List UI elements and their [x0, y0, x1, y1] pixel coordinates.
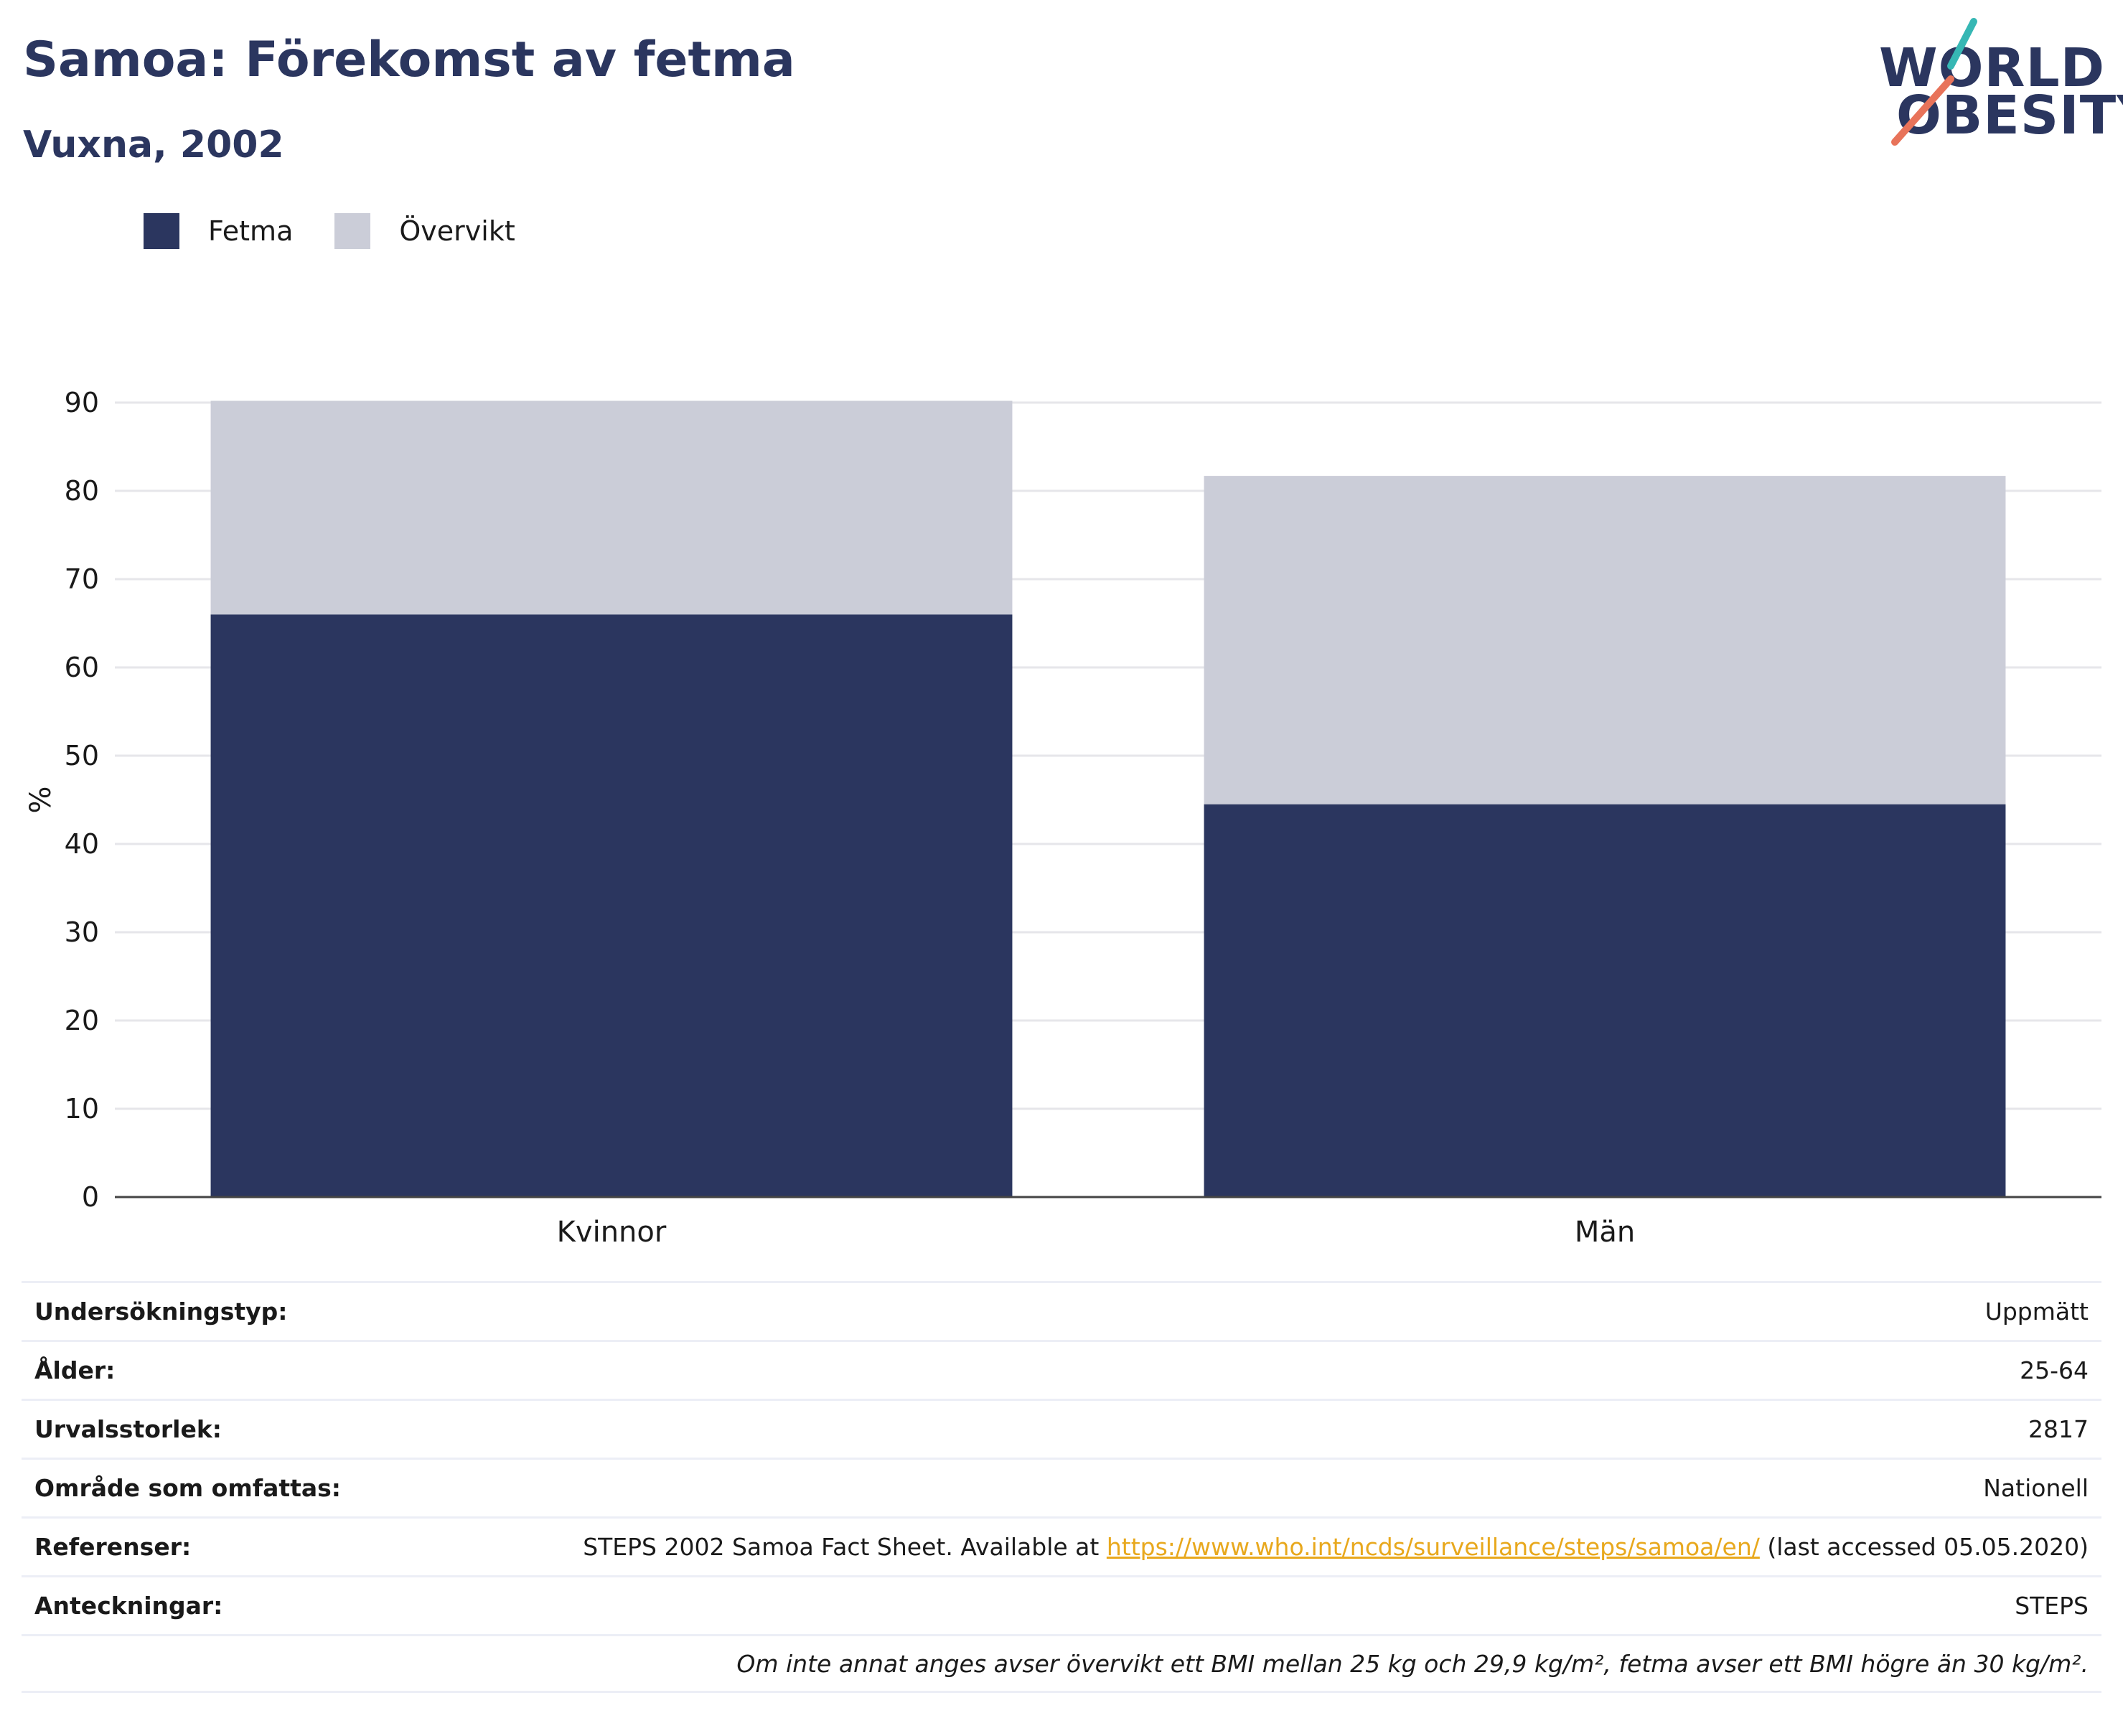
legend-swatch-fetma: [144, 213, 179, 249]
info-row-area: Område som omfattas: Nationell: [22, 1458, 2101, 1516]
info-row-references: Referenser: STEPS 2002 Samoa Fact Sheet.…: [22, 1516, 2101, 1575]
info-key: Anteckningar:: [34, 1592, 223, 1620]
stacked-bar-chart: 0 10 20 30 40 50 60 70 80 90% Kvinnor Män: [24, 387, 2101, 1249]
info-value: Nationell: [1983, 1474, 2089, 1502]
info-value: 2817: [2028, 1415, 2089, 1443]
info-row-footnote: Om inte annat anges avser övervikt ett B…: [22, 1634, 2101, 1693]
y-axis-label: %: [24, 786, 57, 813]
bar-overvikt-0: [210, 400, 1013, 615]
info-value: Uppmätt: [1984, 1298, 2089, 1326]
legend-label-fetma: Fetma: [208, 215, 294, 247]
y-tick-label: 90: [65, 387, 99, 418]
bar-fetma-1: [1204, 804, 2006, 1197]
chart-title: Samoa: Förekomst av fetma: [23, 32, 795, 88]
reference-link[interactable]: https://www.who.int/ncds/surveillance/st…: [1106, 1533, 1760, 1561]
bar-fetma-0: [210, 614, 1013, 1197]
y-tick-label: 40: [65, 828, 99, 860]
legend-label-overvikt: Övervikt: [399, 215, 515, 247]
info-row-survey-type: Undersökningstyp: Uppmätt: [22, 1281, 2101, 1340]
info-value: 25-64: [2020, 1356, 2089, 1384]
y-tick-label: 60: [65, 652, 99, 683]
logo-slash-icon: [1891, 18, 1977, 146]
y-tick-label: 0: [82, 1181, 99, 1213]
y-tick-label: 10: [65, 1093, 99, 1125]
chart-legend: Fetma Övervikt: [144, 212, 557, 250]
info-key: Urvalsstorlek:: [34, 1415, 222, 1443]
info-key: Ålder:: [34, 1356, 116, 1384]
x-tick-label: Kvinnor: [557, 1216, 667, 1249]
info-key: Undersökningstyp:: [34, 1298, 288, 1326]
bar-overvikt-1: [1204, 476, 2006, 804]
footnote-text: Om inte annat anges avser övervikt ett B…: [736, 1649, 2089, 1678]
info-table: Undersökningstyp: Uppmätt Ålder: 25-64 U…: [22, 1281, 2101, 1693]
info-row-notes: Anteckningar: STEPS: [22, 1575, 2101, 1634]
info-key: Område som omfattas:: [34, 1474, 342, 1502]
info-value: STEPS: [2015, 1592, 2089, 1620]
info-row-age: Ålder: 25-64: [22, 1340, 2101, 1399]
reference-prefix: STEPS 2002 Samoa Fact Sheet. Available a…: [583, 1533, 1107, 1561]
y-tick-label: 80: [65, 475, 99, 507]
world-obesity-logo: WORLD OBESITY: [1866, 14, 2123, 151]
y-tick-label: 70: [65, 563, 99, 595]
x-tick-label: Män: [1575, 1216, 1635, 1249]
logo-word-world: WORLD: [1879, 37, 2106, 99]
legend-item-overvikt: Övervikt: [334, 213, 515, 249]
info-row-sample-size: Urvalsstorlek: 2817: [22, 1399, 2101, 1458]
y-tick-label: 50: [65, 740, 99, 771]
info-key: Referenser:: [34, 1533, 192, 1561]
y-tick-label: 20: [65, 1005, 99, 1036]
reference-suffix: (last accessed 05.05.2020): [1759, 1533, 2089, 1561]
legend-swatch-overvikt: [334, 213, 371, 249]
chart-subtitle: Vuxna, 2002: [23, 123, 284, 166]
y-tick-label: 30: [65, 916, 99, 948]
info-value: STEPS 2002 Samoa Fact Sheet. Available a…: [583, 1533, 2089, 1561]
legend-item-fetma: Fetma: [144, 213, 293, 249]
